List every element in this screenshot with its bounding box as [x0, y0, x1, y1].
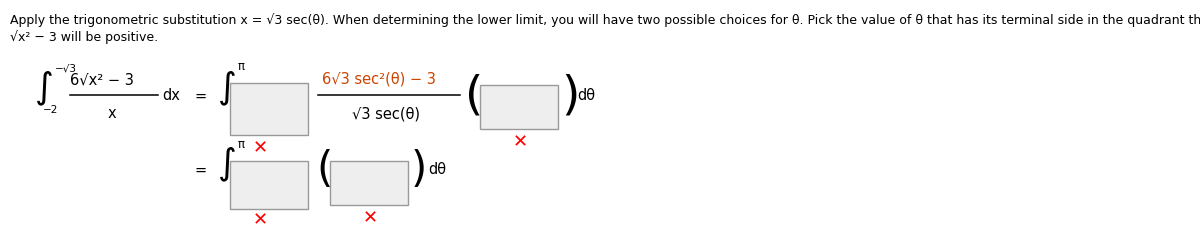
Text: dθ: dθ: [428, 162, 446, 177]
Text: ✕: ✕: [362, 208, 378, 226]
Text: ): ): [562, 73, 580, 118]
Text: (: (: [316, 148, 332, 190]
Text: 6√x² − 3: 6√x² − 3: [70, 72, 134, 87]
Text: =: =: [194, 162, 208, 177]
Text: −√3: −√3: [55, 63, 77, 73]
FancyBboxPatch shape: [230, 84, 308, 135]
Text: √3 sec(θ): √3 sec(θ): [352, 106, 420, 121]
Text: dθ: dθ: [577, 88, 595, 103]
Text: =: =: [194, 88, 208, 103]
Text: 6√3 sec²(θ) − 3: 6√3 sec²(θ) − 3: [322, 71, 436, 86]
Text: ∫: ∫: [218, 146, 236, 180]
Text: π: π: [238, 137, 245, 150]
Text: (: (: [466, 73, 484, 118]
FancyBboxPatch shape: [330, 161, 408, 205]
Text: x: x: [108, 105, 116, 120]
Text: ✕: ✕: [252, 138, 268, 156]
Text: ✕: ✕: [512, 132, 528, 150]
Text: ∫: ∫: [218, 70, 236, 105]
Text: Apply the trigonometric substitution x = √3 sec(θ). When determining the lower l: Apply the trigonometric substitution x =…: [10, 13, 1200, 27]
Text: ∫: ∫: [35, 70, 54, 105]
Text: ): ): [410, 148, 427, 190]
FancyBboxPatch shape: [230, 161, 308, 209]
Text: −2: −2: [43, 105, 59, 114]
FancyBboxPatch shape: [480, 86, 558, 129]
Text: dx: dx: [162, 88, 180, 103]
Text: √x² − 3 will be positive.: √x² − 3 will be positive.: [10, 30, 158, 44]
Text: ✕: ✕: [252, 210, 268, 227]
Text: π: π: [238, 60, 245, 73]
